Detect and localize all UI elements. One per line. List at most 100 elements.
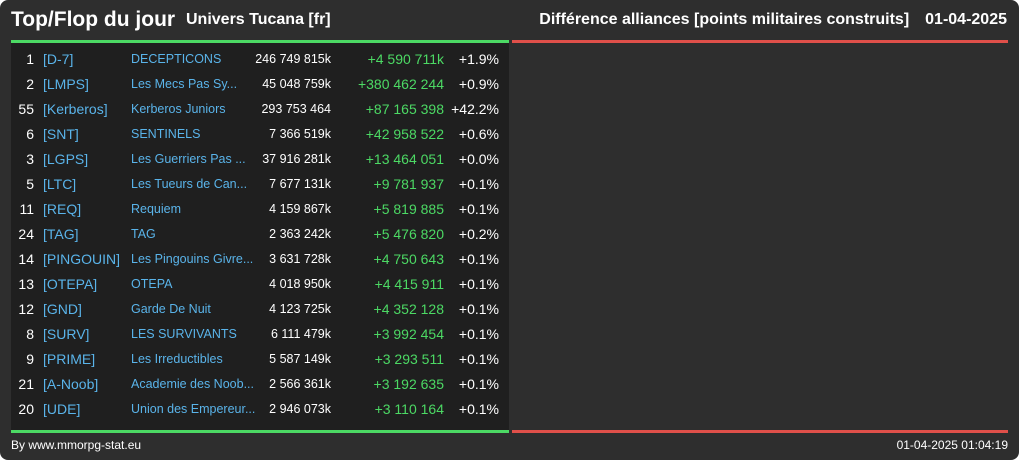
alliance-name-link[interactable]: Les Tueurs de Can...: [131, 177, 248, 191]
alliance-tag-link[interactable]: [D-7]: [43, 51, 74, 67]
table-row: 11 [REQ] Requiem 4 159 867k +5 819 885 +0.1%: [11, 197, 509, 222]
points-cell: 7 366 519k: [269, 127, 331, 141]
difference-cell: +3 293 511: [374, 351, 444, 367]
percent-cell: +0.1%: [458, 376, 499, 392]
alliance-name-link[interactable]: TAG: [131, 227, 156, 241]
rank-cell: 9: [26, 351, 34, 367]
points-cell: 37 916 281k: [262, 152, 331, 166]
difference-cell: +3 192 635: [373, 376, 444, 392]
points-cell: 246 749 815k: [255, 52, 331, 66]
rank-cell: 21: [18, 376, 34, 392]
header-date: 01-04-2025: [925, 11, 1007, 28]
percent-cell: +1.9%: [458, 51, 499, 67]
percent-cell: +0.6%: [458, 126, 499, 142]
points-cell: 6 111 479k: [270, 327, 331, 341]
alliance-name-link[interactable]: OTEPA: [131, 277, 173, 291]
alliance-tag-link[interactable]: [A-Noob]: [43, 376, 99, 392]
table-row: 24 [TAG] TAG 2 363 242k +5 476 820 +0.2%: [11, 222, 509, 247]
top-divider-red: [512, 40, 1008, 43]
table-row: 8 [SURV] LES SURVIVANTS 6 111 479k +3 992 45…: [11, 322, 509, 347]
points-cell: 4 018 950k: [269, 277, 331, 291]
alliance-tag-link[interactable]: [LMPS]: [43, 76, 89, 92]
alliance-tag-link[interactable]: [SURV]: [43, 326, 90, 342]
alliance-tag-link[interactable]: [PINGOUIN]: [43, 251, 121, 267]
universe-label: Univers Tucana [fr]: [186, 11, 331, 28]
alliance-tag-link[interactable]: [LGPS]: [43, 151, 89, 167]
points-cell: 4 123 725k: [269, 302, 331, 316]
points-cell: 2 566 361k: [269, 377, 331, 391]
difference-cell: +380 462 244: [357, 76, 444, 92]
alliance-tag-link[interactable]: [UDE]: [43, 401, 81, 417]
alliance-name-link[interactable]: Les Irreductibles: [131, 352, 223, 366]
rank-cell: 1: [26, 51, 34, 67]
points-cell: 2 363 242k: [269, 227, 331, 241]
alliance-name-link[interactable]: Kerberos Juniors: [131, 102, 226, 116]
rank-cell: 2: [26, 76, 34, 92]
points-cell: 3 631 728k: [269, 252, 331, 266]
alliance-name-link[interactable]: DECEPTICONS: [131, 52, 222, 66]
points-cell: 2 946 073k: [269, 402, 331, 416]
difference-cell: +5 819 885: [373, 201, 444, 217]
percent-cell: +0.1%: [458, 401, 499, 417]
alliance-name-link[interactable]: Les Guerriers Pas ...: [131, 152, 246, 166]
footer-credit[interactable]: By www.mmorpg-stat.eu: [11, 438, 142, 452]
table-row: 2 [LMPS] Les Mecs Pas Sy... 45 048 759k +380…: [11, 72, 509, 97]
difference-cell: +3 992 454: [373, 326, 444, 342]
table-row: 1 [D-7] DECEPTICONS 246 749 815k +4 590 711k…: [11, 47, 509, 72]
difference-cell: +13 464 051: [365, 151, 444, 167]
alliance-name-link[interactable]: Academie des Noob...: [131, 377, 254, 391]
rank-cell: 3: [26, 151, 34, 167]
percent-cell: +0.1%: [458, 201, 499, 217]
percent-cell: +0.0%: [458, 151, 499, 167]
alliance-tag-link[interactable]: [SNT]: [43, 126, 79, 142]
alliance-tag-link[interactable]: [PRIME]: [43, 351, 96, 367]
rank-cell: 20: [18, 401, 34, 417]
alliance-tag-link[interactable]: [LTC]: [43, 176, 77, 192]
difference-cell: +42 958 522: [365, 126, 444, 142]
difference-cell: +5 476 820: [373, 226, 444, 242]
percent-cell: +0.1%: [458, 351, 499, 367]
table-row: 5 [LTC] Les Tueurs de Can... 7 677 131k +9 7…: [11, 172, 509, 197]
percent-cell: +0.1%: [458, 276, 499, 292]
rank-cell: 5: [26, 176, 34, 192]
top-gainers-panel: 1 [D-7] DECEPTICONS 246 749 815k +4 590 711k…: [11, 43, 509, 430]
rank-cell: 6: [26, 126, 34, 142]
alliance-name-link[interactable]: SENTINELS: [131, 127, 201, 141]
alliance-tag-link[interactable]: [Kerberos]: [43, 101, 108, 117]
percent-cell: +0.1%: [458, 176, 499, 192]
bottom-divider-red: [512, 430, 1008, 433]
rank-cell: 24: [18, 226, 34, 242]
points-cell: 7 677 131k: [269, 177, 331, 191]
table-row: 55 [Kerberos] Kerberos Juniors 293 753 464 +…: [11, 97, 509, 122]
difference-cell: +4 352 128: [373, 301, 444, 317]
percent-cell: +0.1%: [458, 326, 499, 342]
points-cell: 293 753 464: [261, 102, 331, 116]
rank-cell: 13: [18, 276, 34, 292]
points-cell: 45 048 759k: [262, 77, 331, 91]
difference-cell: +4 750 643: [373, 251, 444, 267]
alliance-name-link[interactable]: Union des Empereur...: [131, 402, 256, 416]
table-row: 12 [GND] Garde De Nuit 4 123 725k +4 352 128…: [11, 297, 509, 322]
alliance-name-link[interactable]: LES SURVIVANTS: [131, 327, 237, 341]
rank-cell: 12: [18, 301, 34, 317]
percent-cell: +0.9%: [458, 76, 499, 92]
table-row: 3 [LGPS] Les Guerriers Pas ... 37 916 281k +…: [11, 147, 509, 172]
percent-cell: +0.1%: [458, 301, 499, 317]
alliance-tag-link[interactable]: [OTEPA]: [43, 276, 98, 292]
metric-label: Différence alliances [points militaires …: [539, 11, 910, 28]
difference-cell: +9 781 937: [373, 176, 444, 192]
alliance-name-link[interactable]: Garde De Nuit: [131, 302, 211, 316]
alliance-tag-link[interactable]: [REQ]: [43, 201, 82, 217]
rank-cell: 14: [18, 251, 34, 267]
table-row: 9 [PRIME] Les Irreductibles 5 587 149k +3 29…: [11, 347, 509, 372]
table-row: 14 [PINGOUIN] Les Pingouins Givre... 3 631 …: [11, 247, 509, 272]
alliance-name-link[interactable]: Les Pingouins Givre...: [131, 252, 254, 266]
difference-cell: +4 590 711k: [367, 51, 444, 67]
alliance-tag-link[interactable]: [TAG]: [43, 226, 79, 242]
alliance-name-link[interactable]: Les Mecs Pas Sy...: [131, 77, 238, 91]
top-divider-green: [11, 40, 509, 43]
footer-timestamp: 01-04-2025 01:04:19: [896, 438, 1008, 452]
table-row: 20 [UDE] Union des Empereur... 2 946 073k +3…: [11, 397, 509, 422]
alliance-tag-link[interactable]: [GND]: [43, 301, 82, 317]
alliance-name-link[interactable]: Requiem: [131, 202, 182, 216]
